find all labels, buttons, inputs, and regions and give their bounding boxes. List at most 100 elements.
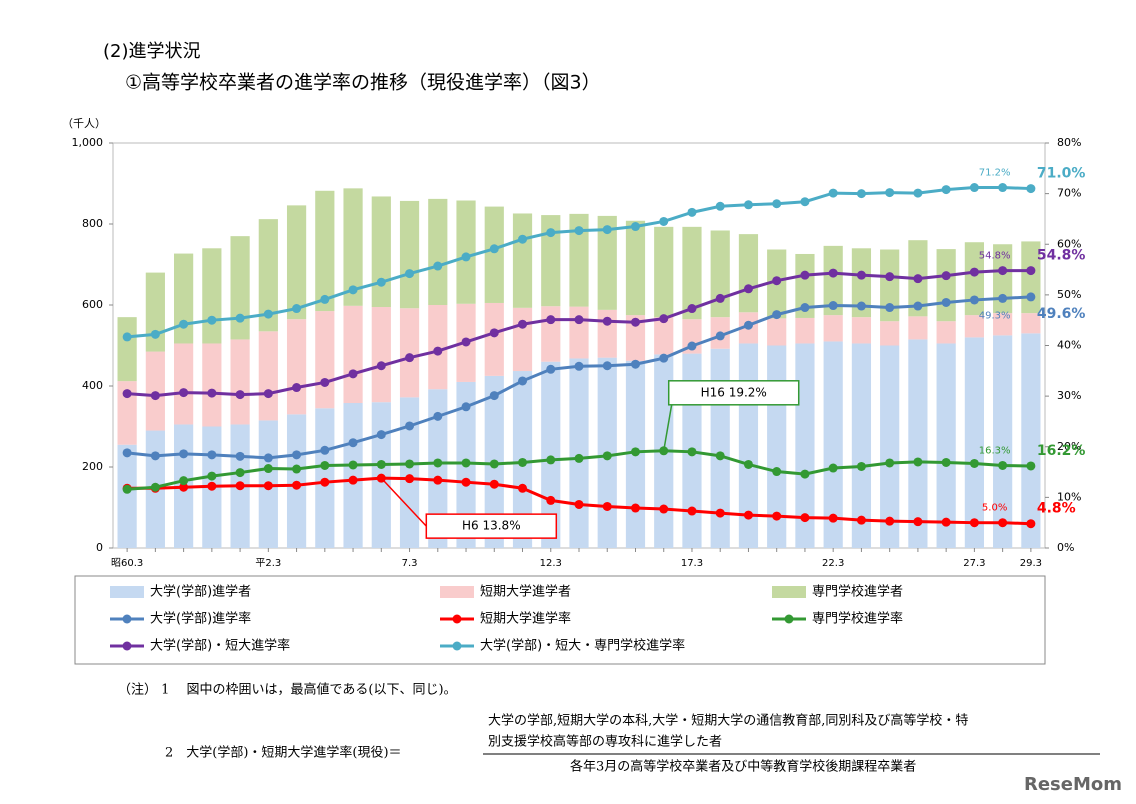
marker	[376, 277, 386, 287]
marker	[885, 272, 895, 282]
marker	[546, 315, 556, 325]
bar	[258, 331, 278, 421]
bar	[795, 343, 815, 548]
marker	[122, 332, 132, 342]
marker	[320, 294, 330, 304]
note: 大学の学部,短期大学の本科,大学・短期大学の通信教育部,同別科及び高等学校・特	[488, 713, 968, 729]
marker	[1026, 461, 1036, 471]
marker	[630, 222, 640, 232]
marker	[913, 457, 923, 467]
marker	[602, 225, 612, 235]
marker	[150, 482, 160, 492]
watermark: ReseMom	[1024, 774, 1122, 795]
marker	[602, 501, 612, 511]
bar	[625, 315, 646, 361]
bar	[541, 306, 561, 362]
bar	[399, 200, 420, 309]
bar	[654, 226, 674, 318]
marker	[320, 445, 330, 455]
legend-marker	[452, 614, 462, 624]
bar	[993, 244, 1013, 314]
x-tick-label: 平2.3	[255, 558, 281, 569]
marker	[969, 267, 979, 277]
marker	[772, 199, 782, 209]
bar	[654, 317, 674, 355]
legend-label: 大学(学部)・短大・専門学校進学率	[480, 638, 685, 654]
bar	[823, 315, 843, 342]
marker	[602, 361, 612, 371]
marker	[885, 458, 895, 468]
bar	[964, 242, 984, 316]
marker	[715, 293, 725, 303]
marker	[885, 188, 895, 198]
note: 2 大学(学部)・短期大学進学率(現役)＝	[165, 745, 402, 761]
legend-label: 短期大学進学者	[480, 584, 571, 600]
marker	[489, 479, 499, 489]
bar	[880, 345, 900, 548]
legend-label: 専門学校進学率	[812, 611, 903, 627]
marker	[659, 216, 669, 226]
y2-tick-label: 30%	[1057, 389, 1081, 402]
marker	[998, 266, 1008, 276]
marker	[1026, 292, 1036, 302]
note: 別支援学校高等部の専攻科に進学した者	[488, 734, 722, 750]
legend-marker	[784, 614, 794, 624]
marker	[913, 188, 923, 198]
marker	[263, 389, 273, 399]
marker	[207, 450, 217, 460]
bar	[456, 200, 476, 304]
marker	[1026, 266, 1036, 276]
marker	[800, 270, 810, 280]
marker	[518, 234, 528, 244]
marker	[687, 207, 697, 217]
marker	[941, 517, 951, 527]
bar	[484, 206, 504, 303]
marker	[348, 369, 358, 379]
marker	[518, 483, 528, 493]
marker	[772, 276, 782, 286]
marker	[715, 201, 725, 211]
marker	[941, 457, 951, 467]
data-label: 16.2%	[1037, 443, 1086, 459]
marker	[518, 319, 528, 329]
y2-tick-label: 10%	[1057, 490, 1081, 503]
section-title: (2)進学状況	[103, 41, 201, 62]
marker	[207, 315, 217, 325]
marker	[179, 476, 189, 486]
marker	[546, 364, 556, 374]
marker	[743, 510, 753, 520]
bar	[315, 190, 335, 312]
marker	[602, 451, 612, 461]
bar	[964, 337, 984, 548]
bar	[964, 315, 984, 338]
marker	[828, 301, 838, 311]
marker	[518, 376, 528, 386]
legend-label: 大学(学部)進学率	[150, 611, 251, 627]
bar	[512, 307, 533, 372]
x-tick-label: 27.3	[963, 558, 985, 569]
bar	[569, 213, 589, 307]
marker	[292, 480, 302, 490]
marker	[263, 464, 273, 474]
marker	[348, 285, 358, 295]
callout-line	[380, 477, 427, 527]
bar	[258, 219, 278, 332]
marker	[122, 389, 132, 399]
marker	[687, 447, 697, 457]
marker	[856, 515, 866, 525]
data-label: 54.8%	[979, 251, 1011, 262]
marker	[150, 451, 160, 461]
marker	[715, 451, 725, 461]
marker	[405, 353, 415, 363]
marker	[433, 475, 443, 485]
marker	[969, 183, 979, 193]
marker	[518, 457, 528, 467]
bar	[936, 249, 956, 322]
marker	[800, 197, 810, 207]
bar	[880, 249, 900, 322]
x-tick-label: 29.3	[1020, 558, 1042, 569]
marker	[969, 458, 979, 468]
marker	[969, 295, 979, 305]
marker	[122, 448, 132, 458]
legend-swatch	[772, 586, 806, 598]
